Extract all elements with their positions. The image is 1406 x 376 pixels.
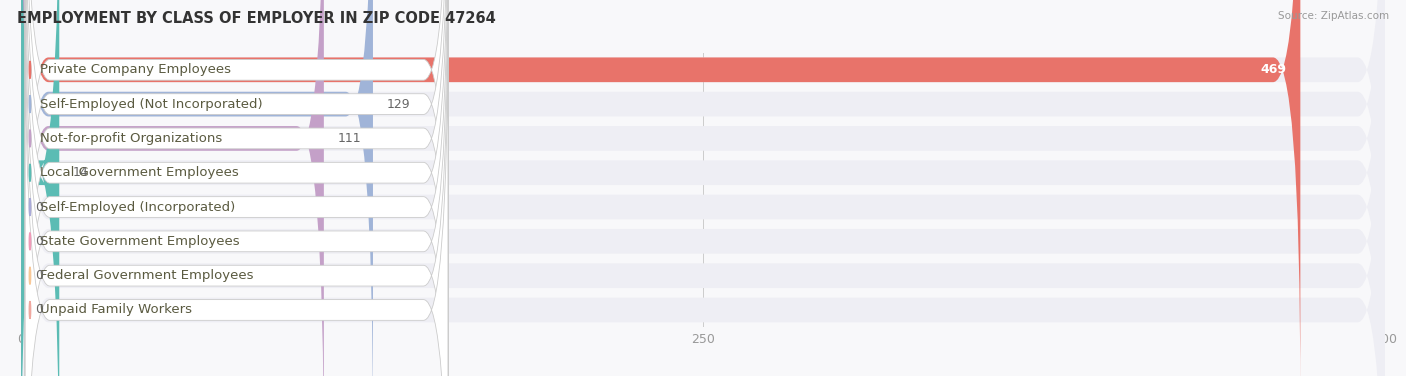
FancyBboxPatch shape	[21, 0, 1385, 376]
FancyBboxPatch shape	[25, 0, 449, 376]
Text: 0: 0	[35, 269, 42, 282]
FancyBboxPatch shape	[21, 0, 1301, 376]
Text: 0: 0	[35, 200, 42, 214]
FancyBboxPatch shape	[21, 0, 1385, 376]
FancyBboxPatch shape	[25, 0, 449, 368]
FancyBboxPatch shape	[25, 0, 449, 376]
FancyBboxPatch shape	[21, 0, 1385, 376]
Text: Federal Government Employees: Federal Government Employees	[41, 269, 253, 282]
Text: Source: ZipAtlas.com: Source: ZipAtlas.com	[1278, 11, 1389, 21]
Text: 0: 0	[35, 235, 42, 248]
FancyBboxPatch shape	[25, 0, 449, 376]
FancyBboxPatch shape	[21, 0, 1385, 376]
Text: 0: 0	[35, 303, 42, 317]
Text: EMPLOYMENT BY CLASS OF EMPLOYER IN ZIP CODE 47264: EMPLOYMENT BY CLASS OF EMPLOYER IN ZIP C…	[17, 11, 496, 26]
Text: 111: 111	[337, 132, 361, 145]
Text: Self-Employed (Not Incorporated): Self-Employed (Not Incorporated)	[41, 98, 263, 111]
FancyBboxPatch shape	[25, 0, 449, 376]
FancyBboxPatch shape	[21, 0, 323, 376]
FancyBboxPatch shape	[21, 0, 1385, 376]
FancyBboxPatch shape	[21, 0, 1385, 376]
Text: Local Government Employees: Local Government Employees	[41, 166, 239, 179]
FancyBboxPatch shape	[21, 0, 59, 376]
FancyBboxPatch shape	[25, 0, 449, 376]
FancyBboxPatch shape	[25, 12, 449, 376]
Text: Self-Employed (Incorporated): Self-Employed (Incorporated)	[41, 200, 235, 214]
Text: Not-for-profit Organizations: Not-for-profit Organizations	[41, 132, 222, 145]
FancyBboxPatch shape	[21, 0, 1385, 376]
FancyBboxPatch shape	[25, 0, 449, 376]
Text: 469: 469	[1261, 63, 1286, 76]
Text: Unpaid Family Workers: Unpaid Family Workers	[41, 303, 193, 317]
Text: 14: 14	[73, 166, 89, 179]
Text: 129: 129	[387, 98, 411, 111]
Text: Private Company Employees: Private Company Employees	[41, 63, 231, 76]
FancyBboxPatch shape	[21, 0, 373, 376]
FancyBboxPatch shape	[21, 0, 1385, 376]
Text: State Government Employees: State Government Employees	[41, 235, 240, 248]
